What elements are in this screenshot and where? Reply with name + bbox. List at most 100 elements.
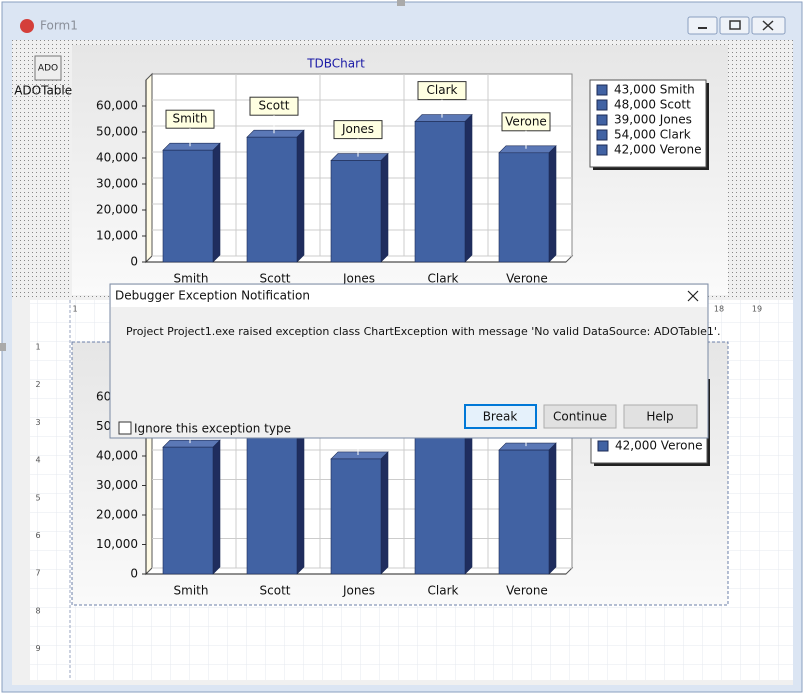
y-tick-label: 30,000: [96, 177, 138, 191]
bar: [414, 414, 466, 575]
legend-label: 39,000 Jones: [614, 113, 692, 127]
button-label[interactable]: Break: [483, 410, 518, 424]
left-wall: [145, 72, 153, 264]
chart-title: TDBChart: [306, 57, 365, 71]
y-tick-label: 40,000: [96, 449, 138, 463]
callout-label: Clark: [427, 83, 458, 97]
x-tick-label: Smith: [174, 584, 209, 598]
ruler-label: 5: [35, 493, 40, 502]
handle: [397, 0, 405, 6]
y-tick-label: 60,000: [96, 99, 138, 113]
handle: [0, 343, 6, 351]
y-tick-label: 20,000: [96, 203, 138, 217]
callout-label: Jones: [341, 122, 374, 136]
dialog: Debugger Exception Notification Project …: [109, 283, 720, 439]
button[interactable]: [543, 404, 617, 429]
bar-side: [212, 439, 221, 575]
bar-side: [296, 424, 305, 575]
dialog-message: Project Project1.exe raised exception cl…: [126, 325, 720, 338]
x-tick-label: Scott: [260, 272, 291, 286]
button-label[interactable]: Continue: [553, 410, 607, 424]
ruler-label: 19: [752, 305, 762, 314]
dialog-close[interactable]: [687, 290, 699, 302]
bar-top: [414, 114, 473, 122]
bar-top: [498, 442, 557, 451]
y-tick-label: 10,000: [96, 537, 138, 551]
bar: [246, 136, 298, 263]
bar-side: [380, 451, 389, 575]
y-tick-label: 0: [130, 255, 138, 269]
x-tick-label: Verone: [506, 584, 548, 598]
button[interactable]: [464, 404, 537, 429]
button[interactable]: [623, 404, 698, 429]
y-tick-label: 50,000: [96, 125, 138, 139]
ruler-label: 7: [35, 569, 40, 578]
window-title: Form1: [40, 19, 78, 33]
ruler-label: 8: [35, 606, 40, 615]
bar: [162, 149, 214, 263]
ruler-label: 9: [35, 644, 40, 653]
bar: [330, 160, 382, 263]
legend-label: 54,000 Clark: [614, 128, 691, 142]
callout-label: Scott: [259, 99, 290, 113]
x-tick-label: Jones: [342, 584, 375, 598]
button-label[interactable]: Help: [646, 410, 673, 424]
maximize-button[interactable]: [719, 16, 750, 35]
bar: [498, 152, 550, 263]
bar: [330, 458, 382, 575]
bar-top: [330, 451, 389, 460]
bar: [162, 446, 214, 575]
ruler-label: 6: [35, 531, 40, 540]
legend-swatch: [596, 99, 608, 111]
legend-swatch: [597, 440, 609, 452]
x-tick-label: Clark: [428, 584, 459, 598]
y-tick-label: 0: [130, 567, 138, 581]
x-tick-label: Clark: [428, 272, 459, 286]
bar-top: [498, 145, 557, 154]
bar-side: [296, 129, 305, 263]
icon: [729, 20, 741, 30]
app-icon: [20, 19, 34, 33]
component-icon[interactable]: [34, 55, 62, 81]
dialog-frame: [109, 283, 709, 439]
checkbox[interactable]: [118, 421, 132, 435]
dialog-title: Debugger Exception Notification: [115, 289, 310, 303]
chart: TDBChart 0 10,000 20,000 30,000 40,000 50,000 6…: [96, 57, 709, 286]
bar-top: [162, 142, 221, 151]
x-tick-label: Jones: [342, 272, 375, 286]
legend-label: 43,000 Smith: [614, 83, 695, 97]
component-label: ADOTable1: [14, 84, 80, 98]
bar-side: [548, 442, 557, 575]
legend-label: 48,000 Scott: [614, 98, 691, 112]
callout-label: Verone: [505, 114, 547, 128]
checkbox-label[interactable]: Ignore this exception type: [134, 422, 291, 436]
x-tick-label: Verone: [506, 272, 548, 286]
y-tick-label: 20,000: [96, 508, 138, 522]
icon: [762, 20, 774, 31]
x-tick-label: Smith: [174, 272, 209, 286]
bar: [498, 449, 550, 575]
legend-swatch: [596, 114, 608, 126]
ruler-label: 1: [72, 305, 77, 314]
minimize-button[interactable]: [687, 16, 718, 35]
ruler-label: 4: [35, 456, 40, 465]
ruler-label: 1: [35, 343, 40, 352]
bar-side: [548, 145, 557, 263]
bar-side: [380, 152, 389, 263]
rulers: 1 18 19 1 2 3 4 5 6 7 8 9: [35, 305, 762, 654]
callout-label: Smith: [173, 112, 208, 126]
legend-label: 42,000 Verone: [614, 143, 701, 157]
legend-swatch: [596, 84, 608, 96]
legend: [589, 79, 707, 168]
legend-swatch: [596, 144, 608, 156]
bar-top: [330, 153, 389, 161]
x-tick-label: Scott: [260, 584, 291, 598]
y-tick-label: 30,000: [96, 478, 138, 492]
ruler-label: 2: [35, 380, 40, 389]
legend-swatch: [596, 129, 608, 141]
dialog-titlebar: [111, 285, 707, 307]
y-tick-label: 40,000: [96, 151, 138, 165]
legend-label: 42,000 Verone: [615, 439, 702, 453]
bar-side: [464, 113, 473, 263]
